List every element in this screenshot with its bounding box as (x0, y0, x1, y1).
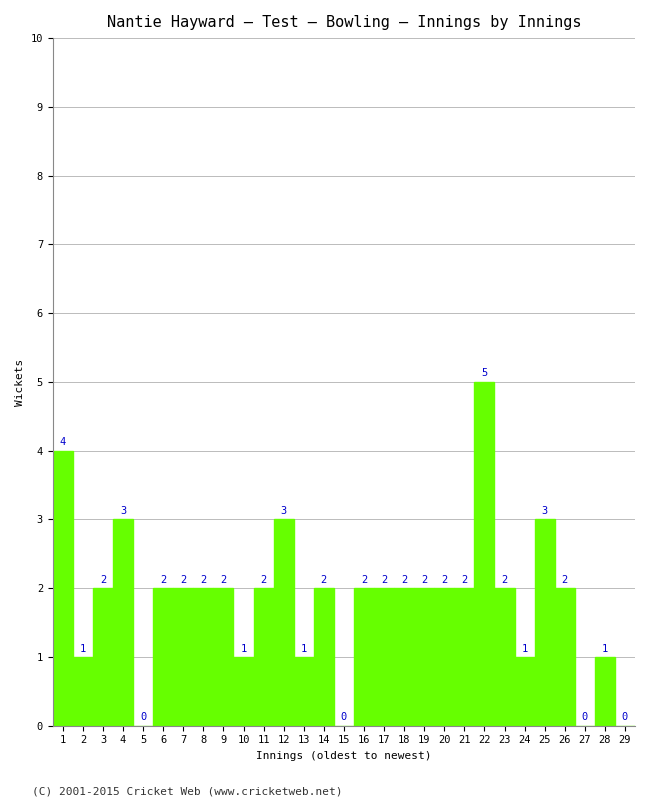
Bar (434, 588, 454, 726)
Bar (495, 588, 515, 726)
Bar (254, 588, 274, 726)
Text: 2: 2 (261, 574, 266, 585)
Text: 1: 1 (240, 643, 246, 654)
Text: 2: 2 (180, 574, 187, 585)
Bar (113, 519, 133, 726)
Bar (233, 657, 254, 726)
Text: 0: 0 (622, 712, 628, 722)
Text: 2: 2 (361, 574, 367, 585)
Text: 2: 2 (421, 574, 427, 585)
Text: 4: 4 (60, 438, 66, 447)
Text: 2: 2 (220, 574, 227, 585)
Text: 2: 2 (562, 574, 568, 585)
Bar (454, 588, 474, 726)
Text: 2: 2 (320, 574, 327, 585)
Bar (534, 519, 554, 726)
Text: 1: 1 (521, 643, 528, 654)
Bar (53, 450, 73, 726)
Text: 1: 1 (602, 643, 608, 654)
Bar (394, 588, 414, 726)
Bar (153, 588, 174, 726)
Y-axis label: Wickets: Wickets (15, 358, 25, 406)
Bar (354, 588, 374, 726)
X-axis label: Innings (oldest to newest): Innings (oldest to newest) (256, 751, 432, 761)
Title: Nantie Hayward – Test – Bowling – Innings by Innings: Nantie Hayward – Test – Bowling – Inning… (107, 15, 581, 30)
Text: 2: 2 (401, 574, 408, 585)
Bar (515, 657, 534, 726)
Text: 2: 2 (441, 574, 447, 585)
Text: 2: 2 (200, 574, 207, 585)
Bar (595, 657, 615, 726)
Text: (C) 2001-2015 Cricket Web (www.cricketweb.net): (C) 2001-2015 Cricket Web (www.cricketwe… (32, 786, 343, 796)
Text: 2: 2 (100, 574, 106, 585)
Text: 1: 1 (80, 643, 86, 654)
Text: 0: 0 (140, 712, 146, 722)
Bar (414, 588, 434, 726)
Text: 3: 3 (281, 506, 287, 516)
Bar (314, 588, 334, 726)
Bar (274, 519, 294, 726)
Text: 3: 3 (120, 506, 126, 516)
Bar (554, 588, 575, 726)
Text: 2: 2 (381, 574, 387, 585)
Bar (73, 657, 93, 726)
Text: 1: 1 (300, 643, 307, 654)
Text: 5: 5 (481, 369, 488, 378)
Text: 0: 0 (341, 712, 347, 722)
Bar (294, 657, 314, 726)
Bar (174, 588, 193, 726)
Text: 2: 2 (501, 574, 508, 585)
Bar (474, 382, 495, 726)
Bar (193, 588, 213, 726)
Text: 0: 0 (582, 712, 588, 722)
Bar (213, 588, 233, 726)
Bar (93, 588, 113, 726)
Text: 2: 2 (160, 574, 166, 585)
Bar (374, 588, 394, 726)
Text: 3: 3 (541, 506, 548, 516)
Text: 2: 2 (462, 574, 467, 585)
